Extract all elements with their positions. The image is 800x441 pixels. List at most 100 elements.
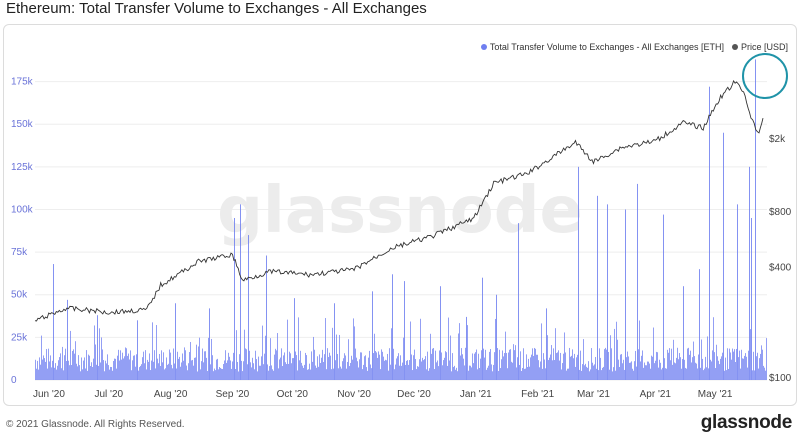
volume-bar [727, 348, 728, 380]
volume-bar [259, 365, 260, 380]
volume-bar [155, 368, 156, 380]
volume-bar [274, 354, 275, 380]
volume-bar [146, 369, 147, 380]
volume-bar [666, 368, 667, 380]
volume-bar [541, 323, 542, 380]
volume-bar [55, 363, 56, 380]
volume-bar [470, 365, 471, 380]
volume-bar [385, 359, 386, 380]
volume-bar [51, 367, 52, 380]
volume-bar [474, 353, 475, 380]
volume-bar [66, 361, 67, 380]
volume-bar [423, 360, 424, 380]
volume-bar [670, 360, 671, 380]
volume-bar [148, 361, 149, 380]
volume-bar [495, 318, 496, 380]
volume-bar [739, 350, 740, 380]
legend-item-volume[interactable]: Total Transfer Volume to Exchanges - All… [480, 42, 724, 52]
volume-bar [399, 365, 400, 380]
volume-bar [419, 359, 420, 380]
volume-bar [153, 361, 154, 380]
volume-bar [35, 359, 36, 380]
volume-bar [214, 368, 215, 380]
volume-bar [178, 358, 179, 380]
volume-bar [511, 361, 512, 380]
volume-bar [223, 364, 224, 380]
volume-bar [497, 348, 498, 380]
volume-bar [168, 363, 169, 380]
highlight-circle [742, 53, 788, 99]
volume-bar [626, 357, 627, 380]
volume-bar [160, 365, 161, 380]
volume-bar [410, 321, 411, 380]
volume-bar [103, 360, 104, 380]
volume-bar [128, 353, 129, 380]
volume-bar [239, 354, 240, 380]
chart-legend[interactable]: Total Transfer Volume to Exchanges - All… [480, 42, 788, 52]
legend-price-label: Price [USD] [740, 42, 788, 52]
volume-bar [254, 369, 255, 380]
volume-bar [382, 351, 383, 380]
volume-bar [594, 364, 595, 380]
volume-bar [619, 366, 620, 380]
volume-bar [69, 365, 70, 380]
volume-bar [373, 353, 374, 380]
volume-bar [452, 353, 453, 380]
volume-bar [192, 359, 193, 380]
volume-bar [561, 369, 562, 380]
volume-bar [65, 348, 66, 380]
volume-bar [294, 298, 295, 380]
volume-bar [435, 350, 436, 380]
volume-bar [340, 366, 341, 380]
volume-bar [421, 361, 422, 380]
volume-bar [583, 339, 584, 380]
volume-bar [611, 348, 612, 380]
volume-bar [446, 352, 447, 380]
volume-bar [319, 354, 320, 380]
volume-bar [454, 365, 455, 380]
volume-bar [408, 364, 409, 380]
volume-bar [576, 357, 577, 380]
volume-bar [303, 367, 304, 380]
x-tick-label: Mar '21 [577, 389, 610, 400]
volume-bar [618, 359, 619, 380]
volume-bar [724, 370, 725, 380]
volume-bar [424, 359, 425, 380]
volume-bar [705, 356, 706, 380]
volume-bar [298, 317, 299, 380]
volume-bar [633, 370, 634, 380]
volume-bar [363, 364, 364, 380]
volume-bar [586, 366, 587, 380]
volume-bar [342, 361, 343, 380]
volume-bar [756, 356, 757, 380]
volume-bar [380, 369, 381, 380]
volume-bar [441, 352, 442, 380]
volume-bar [227, 360, 228, 380]
volume-bar [129, 359, 130, 380]
volume-bar [535, 348, 536, 380]
volume-bar [681, 368, 682, 380]
volume-bar [83, 360, 84, 380]
volume-bar [230, 360, 231, 380]
volume-bar [591, 348, 592, 380]
volume-bar [167, 364, 168, 380]
volume-bar [506, 353, 507, 380]
brand-logo[interactable]: glassnode [700, 412, 793, 433]
volume-bar [674, 362, 675, 380]
volume-bar [696, 363, 697, 380]
volume-bar [704, 368, 705, 380]
legend-item-price[interactable]: Price [USD] [731, 42, 788, 52]
volume-bar [463, 358, 464, 380]
volume-bar [736, 348, 737, 380]
volume-bar [179, 356, 180, 380]
volume-bar [344, 353, 345, 380]
volume-bar [507, 368, 508, 380]
volume-bar [48, 348, 49, 380]
volume-bar [87, 370, 88, 380]
volume-bar [448, 317, 449, 380]
volume-bar [375, 351, 376, 380]
volume-bar [631, 361, 632, 380]
volume-bar [175, 303, 176, 380]
volume-bar [701, 339, 702, 380]
volume-bar [620, 354, 621, 380]
